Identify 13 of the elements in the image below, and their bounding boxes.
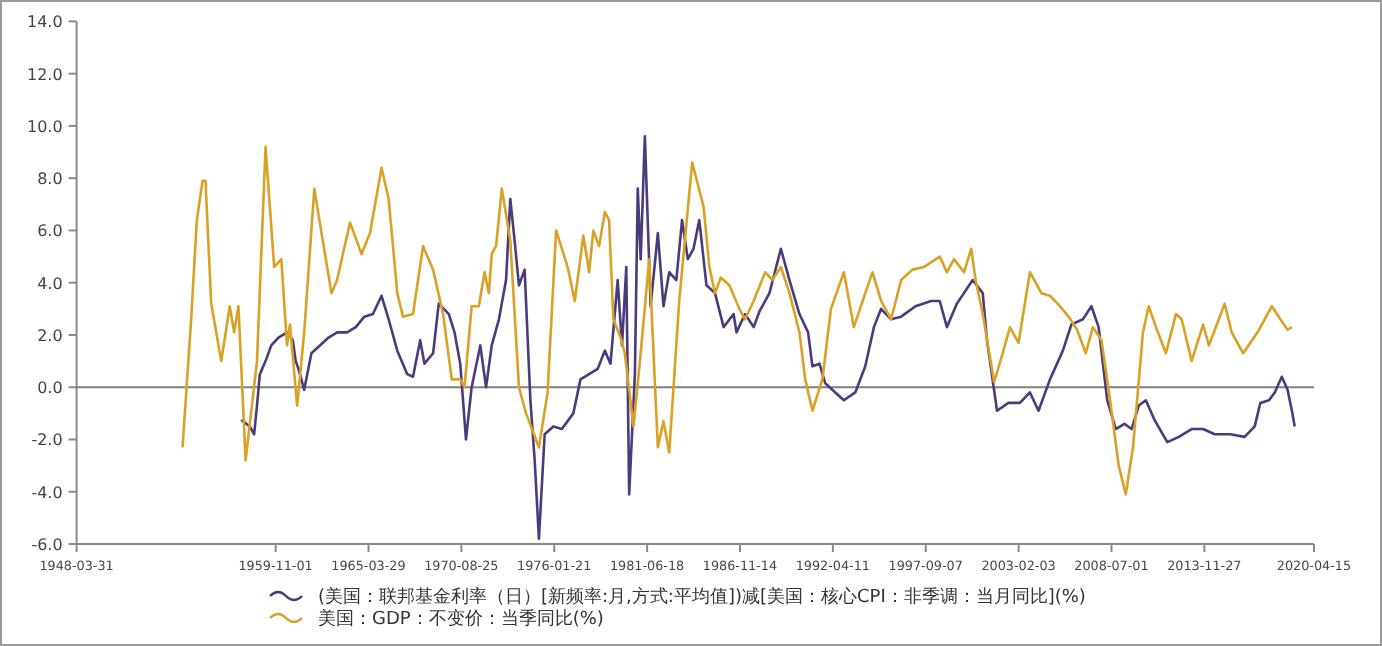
y-tick-label: 8.0 xyxy=(37,170,63,189)
y-tick-label: 14.0 xyxy=(26,13,63,32)
y-tick-label: -2.0 xyxy=(31,431,63,450)
y-tick-label: 12.0 xyxy=(26,65,63,84)
y-tick-label: 10.0 xyxy=(26,117,63,136)
y-tick-label: 4.0 xyxy=(37,274,63,293)
y-tick-label: 6.0 xyxy=(37,222,63,241)
y-tick-label: 2.0 xyxy=(37,326,63,345)
y-tick-label: -4.0 xyxy=(31,483,63,502)
legend-label: (美国：联邦基金利率（日）[新频率:月,方式:平均值])减[美国：核心CPI：非季调：当月同比](%) xyxy=(318,586,1086,608)
y-tick-label: 0.0 xyxy=(37,379,63,398)
legend-label: 美国：GDP：不变价：当季同比(%) xyxy=(318,608,604,630)
y-tick-label: -6.0 xyxy=(31,536,63,554)
